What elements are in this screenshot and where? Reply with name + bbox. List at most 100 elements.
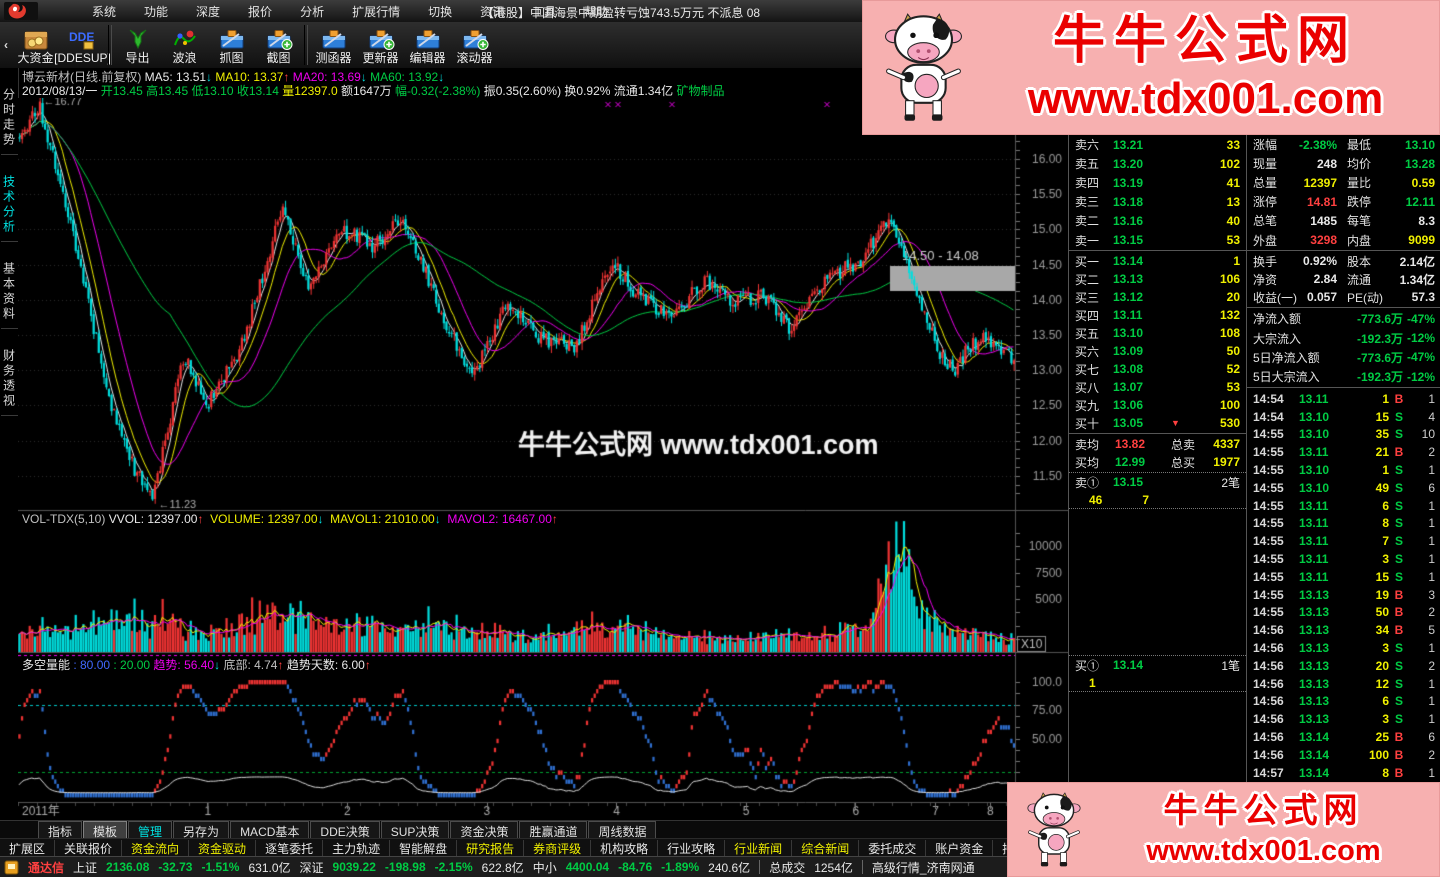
tick-row[interactable]: 14:55 13.11 8 S 1: [1247, 515, 1440, 533]
sidebar-tab[interactable]: 基本资料: [0, 256, 18, 329]
toolbar-button-boxplus[interactable]: 截图: [255, 23, 302, 67]
toolbar-button-dde[interactable]: DDE [DDESUP]: [54, 23, 111, 67]
toolbar-button-box[interactable]: 抓图: [208, 23, 255, 67]
quote-level-row[interactable]: 买二 13.13 106: [1069, 270, 1246, 288]
level-price: 13.20: [1113, 156, 1144, 171]
quote-level-row[interactable]: 买十 13.05 ▼ 530: [1069, 414, 1246, 432]
function-tab[interactable]: 账户资金: [926, 839, 994, 857]
quote-level-row[interactable]: 买六 13.09 50: [1069, 342, 1246, 360]
function-tab[interactable]: 资金驱动: [189, 839, 257, 857]
menu-item[interactable]: 切换: [428, 4, 453, 19]
quote-level-row[interactable]: 买九 13.06 100: [1069, 396, 1246, 414]
menu-item[interactable]: 系统: [92, 4, 117, 19]
stat-value: 0.92%: [1302, 254, 1337, 268]
tick-row[interactable]: 14:56 13.13 6 S 1: [1247, 693, 1440, 711]
tick-row[interactable]: 14:55 13.10 35 S 10: [1247, 426, 1440, 444]
menu-item[interactable]: 帮助: [584, 4, 609, 19]
quote-level-row[interactable]: 卖六 13.21 33: [1069, 135, 1246, 154]
sidebar-tab[interactable]: 分时走势: [0, 82, 18, 155]
banner-site-url: www.tdx001.com: [1027, 73, 1384, 123]
toolbar-button-money[interactable]: 大资金: [12, 23, 59, 67]
indicator-tab[interactable]: 指标: [38, 821, 83, 839]
function-tab[interactable]: 委托成交: [859, 839, 927, 857]
quote-level-row[interactable]: 买八 13.07 53: [1069, 378, 1246, 396]
toolbar-button-export[interactable]: 导出: [114, 23, 161, 67]
tick-row[interactable]: 14:55 13.11 6 S 1: [1247, 497, 1440, 515]
tick-row[interactable]: 14:57 13.14 8 B 1: [1247, 764, 1440, 782]
toolbar-buttons: 大资金 DDE [DDESUP] 导出 波浪 抓图 截图 测函器 更新器 编辑器 滚动器: [12, 22, 498, 68]
sidebar-tab[interactable]: 财务透视: [0, 343, 18, 416]
indicator-tab[interactable]: 胜赢通道: [519, 821, 588, 839]
tick-row[interactable]: 14:56 13.13 34 B 5: [1247, 621, 1440, 639]
tick-row[interactable]: 14:56 13.13 3 S 1: [1247, 639, 1440, 657]
collapse-toolbar-icon[interactable]: ‹: [4, 38, 8, 52]
function-tab[interactable]: 智能解盘: [390, 839, 458, 857]
quote-stats-top: 涨幅 -2.38% 最低 13.10 现量 248 均价 13.28 总量 12397 量比 0.59…: [1247, 135, 1440, 250]
tick-row[interactable]: 14:54 13.11 1 B 1: [1247, 390, 1440, 408]
toolbar-button-boxplus[interactable]: 更新器: [357, 23, 404, 67]
tick-row[interactable]: 14:56 13.14 25 B 6: [1247, 728, 1440, 746]
tick-list[interactable]: 14:54 13.11 1 B 1 14:54 13.10 15 S 4 14:55 13.10 35 S…: [1247, 390, 1440, 782]
function-tab[interactable]: 行业攻略: [658, 839, 726, 857]
menu-item[interactable]: 扩展行情: [352, 4, 401, 19]
menu-item[interactable]: 分析: [300, 4, 325, 19]
indicator-tab[interactable]: SUP决策: [380, 821, 450, 839]
quote-level-row[interactable]: 卖四 13.19 41: [1069, 173, 1246, 192]
quote-level-row[interactable]: 买三 13.12 20: [1069, 288, 1246, 306]
tick-row[interactable]: 14:55 13.10 49 S 6: [1247, 479, 1440, 497]
menu-item[interactable]: 功能: [144, 4, 169, 19]
function-tab[interactable]: 逐笔委托: [256, 839, 324, 857]
tick-row[interactable]: 14:55 13.11 3 S 1: [1247, 550, 1440, 568]
function-tab[interactable]: 资金流向: [122, 839, 190, 857]
indicator-tab[interactable]: 管理: [128, 821, 173, 839]
quote-level-row[interactable]: 买一 13.14 1: [1069, 252, 1246, 270]
technical-chart-canvas[interactable]: [18, 98, 1068, 820]
quote-level-row[interactable]: 卖三 13.18 13: [1069, 192, 1246, 211]
quote-level-row[interactable]: 卖一 13.15 53: [1069, 230, 1246, 249]
quote-level-row[interactable]: 卖二 13.16 40: [1069, 211, 1246, 230]
menu-item[interactable]: 资讯: [480, 4, 505, 19]
toolbar-button-box[interactable]: 编辑器: [404, 23, 451, 67]
sidebar-tab[interactable]: 技术分析: [0, 169, 21, 242]
indicator-tab[interactable]: 资金决策: [450, 821, 519, 839]
tick-price: 13.10: [1299, 480, 1330, 495]
tick-row[interactable]: 14:55 13.11 15 S 1: [1247, 568, 1440, 586]
tick-row[interactable]: 14:56 13.13 20 S 2: [1247, 657, 1440, 675]
quote-level-row[interactable]: 买七 13.08 52: [1069, 360, 1246, 378]
function-tab[interactable]: 券商评级: [524, 839, 592, 857]
tick-row[interactable]: 14:55 13.11 21 B 2: [1247, 443, 1440, 461]
function-tab[interactable]: 综合新闻: [792, 839, 860, 857]
indicator-tab[interactable]: 周线数据: [588, 821, 657, 839]
menu-item[interactable]: 深度: [196, 4, 221, 19]
tick-volume: 6: [1382, 498, 1389, 513]
function-tab[interactable]: 关联报价: [55, 839, 123, 857]
menu-item[interactable]: 报价: [248, 4, 273, 19]
tick-row[interactable]: 14:56 13.14 100 B 2: [1247, 746, 1440, 764]
tick-row[interactable]: 14:56 13.13 3 S 1: [1247, 710, 1440, 728]
function-tab[interactable]: 机构攻略: [591, 839, 659, 857]
tick-row[interactable]: 14:55 13.10 1 S 1: [1247, 461, 1440, 479]
function-tab[interactable]: 扩展区: [0, 839, 56, 857]
function-tab[interactable]: 主力轨迹: [323, 839, 391, 857]
tick-row[interactable]: 14:55 13.13 50 B 2: [1247, 604, 1440, 622]
indicator-tab[interactable]: DDE决策: [310, 821, 380, 839]
function-tab[interactable]: 行业新闻: [725, 839, 793, 857]
tick-row[interactable]: 14:55 13.13 19 B 3: [1247, 586, 1440, 604]
quote-level-row[interactable]: 卖五 13.20 102: [1069, 154, 1246, 173]
indicator-tab[interactable]: 另存为: [173, 821, 230, 839]
indicator-tab[interactable]: MACD基本: [230, 821, 310, 839]
menu-item[interactable]: 工具: [532, 4, 557, 19]
order-sub-right: 7: [1142, 492, 1150, 507]
toolbar-button-wave[interactable]: 波浪: [161, 23, 208, 67]
tick-row[interactable]: 14:56 13.13 12 S 1: [1247, 675, 1440, 693]
tick-row[interactable]: 14:54 13.10 15 S 4: [1247, 408, 1440, 426]
function-tab[interactable]: 研究报告: [457, 839, 525, 857]
indicator-tab[interactable]: 模板: [83, 821, 128, 839]
quote-level-row[interactable]: 买四 13.11 132: [1069, 306, 1246, 324]
tick-volume: 50: [1375, 605, 1389, 620]
quote-level-row[interactable]: 买五 13.10 108: [1069, 324, 1246, 342]
toolbar-button-box[interactable]: 测函器: [310, 23, 357, 67]
toolbar-button-boxplus[interactable]: 滚动器: [451, 23, 498, 67]
flow-label: 净流入额: [1253, 312, 1302, 327]
tick-row[interactable]: 14:55 13.11 7 S 1: [1247, 532, 1440, 550]
